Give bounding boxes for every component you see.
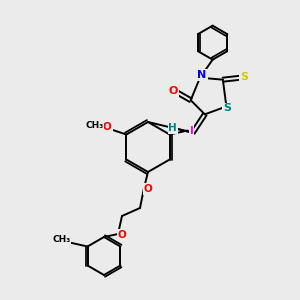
Text: S: S	[240, 72, 248, 82]
Text: O: O	[118, 230, 126, 240]
Text: H: H	[168, 123, 177, 133]
Text: CH₃: CH₃	[52, 235, 71, 244]
Text: O: O	[144, 184, 152, 194]
Text: S: S	[224, 103, 231, 113]
Text: I: I	[190, 125, 194, 136]
Text: O: O	[169, 86, 178, 96]
Text: N: N	[197, 70, 207, 80]
Text: O: O	[103, 122, 112, 131]
Text: CH₃: CH₃	[85, 121, 103, 130]
